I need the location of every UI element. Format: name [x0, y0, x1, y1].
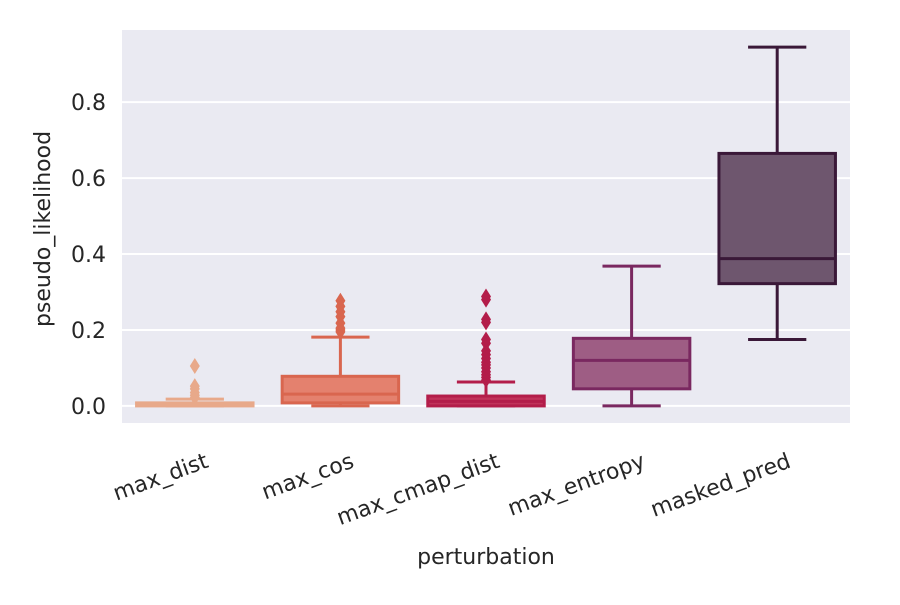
y-tick-label: 0.2	[71, 319, 106, 344]
box-group-max_cmap_dist	[426, 288, 546, 408]
outlier-point	[189, 378, 200, 395]
outlier-point	[481, 311, 491, 328]
box-group-max_dist	[135, 358, 255, 408]
outlier-point	[481, 288, 491, 305]
y-tick-label: 0.6	[71, 167, 106, 192]
y-tick-label: 0.8	[71, 91, 106, 116]
x-tick-label: max_dist	[110, 449, 212, 507]
x-tick-label: max_cmap_dist	[334, 449, 504, 531]
outlier-point	[189, 358, 200, 375]
outlier-point	[481, 331, 491, 348]
x-tick-label: masked_pred	[648, 449, 795, 523]
x-tick-label: max_entropy	[505, 449, 649, 522]
y-tick-label: 0.0	[71, 395, 106, 420]
box-iqr	[280, 374, 401, 405]
box-iqr	[717, 151, 837, 286]
box-group-max_cos	[280, 292, 401, 408]
x-axis-label: perturbation	[417, 545, 555, 570]
outlier-point	[335, 292, 346, 309]
y-axis-label: pseudo_likelihood	[31, 131, 56, 327]
y-tick-label: 0.4	[71, 243, 106, 268]
box-group-masked_pred	[717, 45, 837, 341]
box-group-max_entropy	[571, 264, 692, 408]
x-tick-label: max_cos	[259, 449, 358, 505]
y-tick-labels: 0.0 0.2 0.4 0.6 0.8	[71, 91, 106, 420]
box-iqr	[571, 336, 692, 391]
box-layer	[135, 45, 837, 408]
